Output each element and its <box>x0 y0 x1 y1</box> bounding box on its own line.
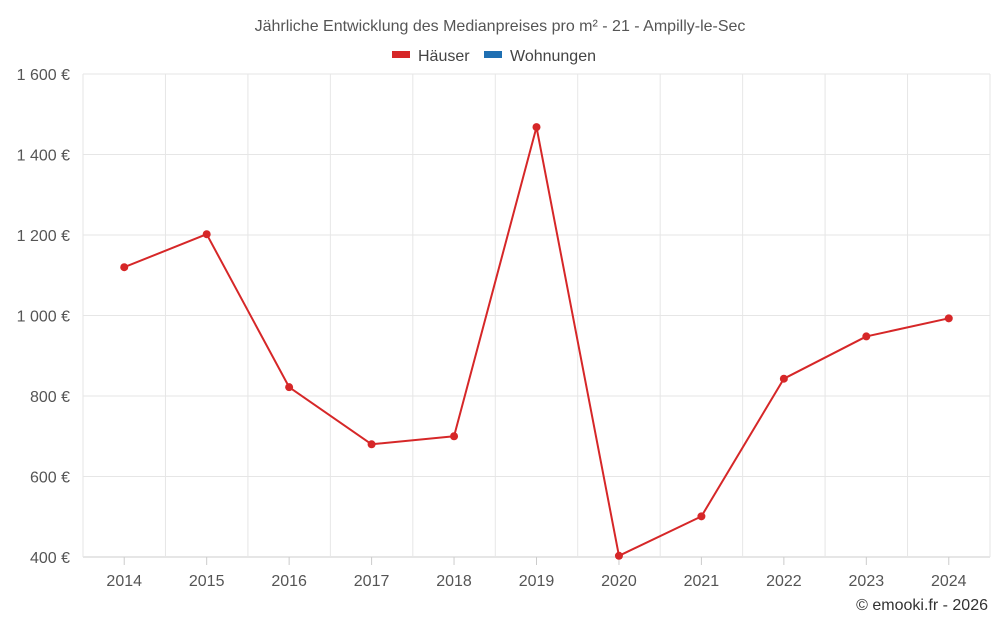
credit-text: © emooki.fr - 2026 <box>856 597 988 614</box>
data-point-0-6[interactable] <box>614 551 623 560</box>
y-tick-label-4: 1 200 € <box>17 228 70 245</box>
x-tick-label-0: 2014 <box>106 573 142 590</box>
x-tick-label-8: 2022 <box>766 573 802 590</box>
data-point-0-7[interactable] <box>697 512 706 521</box>
data-point-0-5[interactable] <box>532 123 541 132</box>
legend: Häuser Wohnungen <box>392 48 596 65</box>
data-point-0-0[interactable] <box>120 263 129 272</box>
x-axis: 2014 2015 2016 2017 2018 2019 2020 2021 2022 2023… <box>106 557 967 590</box>
x-tick-label-4: 2018 <box>436 573 472 590</box>
y-tick-label-2: 800 € <box>30 389 70 406</box>
y-tick-label-1: 600 € <box>30 470 70 487</box>
gridlines <box>82 73 991 558</box>
x-tick-label-3: 2017 <box>354 573 390 590</box>
x-tick-label-9: 2023 <box>849 573 885 590</box>
x-tick-label-1: 2015 <box>189 573 225 590</box>
x-tick-label-2: 2016 <box>271 573 307 590</box>
y-tick-label-3: 1 000 € <box>17 309 70 326</box>
y-tick-label-6: 1 600 € <box>17 67 70 84</box>
legend-swatch-1 <box>484 51 502 58</box>
x-tick-label-5: 2019 <box>519 573 555 590</box>
data-point-0-1[interactable] <box>202 230 211 239</box>
x-tick-label-6: 2020 <box>601 573 637 590</box>
data-point-0-2[interactable] <box>285 383 294 392</box>
data-point-0-9[interactable] <box>862 332 871 341</box>
legend-label-1[interactable]: Wohnungen <box>510 48 596 65</box>
legend-swatch-0 <box>392 51 410 58</box>
chart-title: Jährliche Entwicklung des Medianpreises … <box>255 18 746 35</box>
legend-label-0[interactable]: Häuser <box>418 48 470 65</box>
data-point-0-8[interactable] <box>779 374 788 383</box>
data-point-0-3[interactable] <box>367 440 376 449</box>
x-tick-label-7: 2021 <box>684 573 720 590</box>
y-tick-label-0: 400 € <box>30 550 70 567</box>
y-axis: 400 € 600 € 800 € 1 000 € 1 200 € 1 400 € 1 60… <box>17 67 70 567</box>
y-tick-label-5: 1 400 € <box>17 148 70 165</box>
data-point-0-10[interactable] <box>944 314 953 323</box>
x-tick-label-10: 2024 <box>931 573 967 590</box>
data-point-0-4[interactable] <box>450 432 459 441</box>
series-group <box>120 123 953 560</box>
